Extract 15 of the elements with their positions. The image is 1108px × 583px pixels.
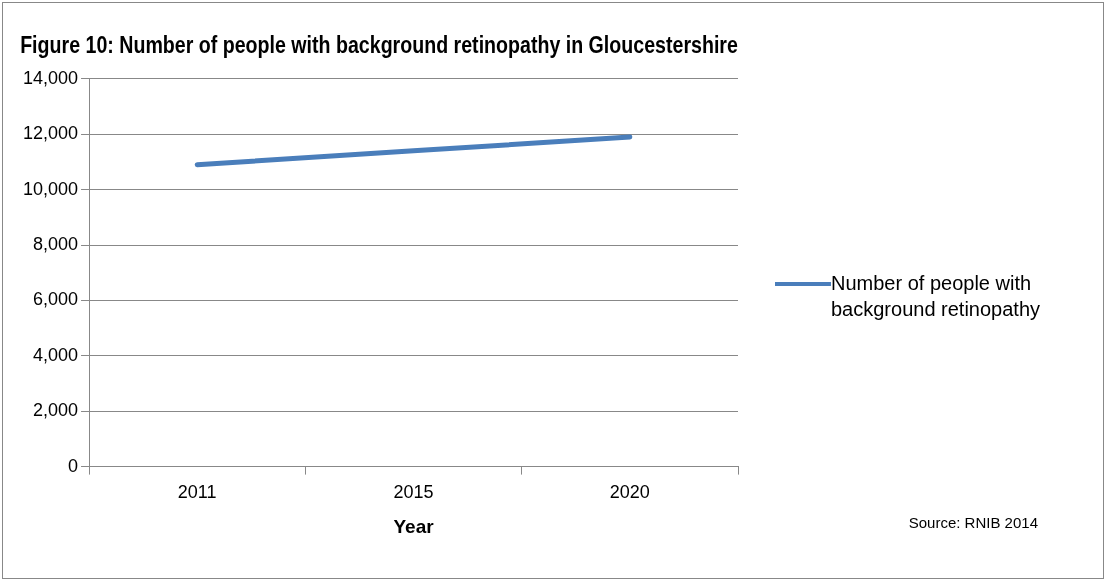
x-tick-label: 2020: [609, 482, 650, 503]
y-tick-label: 12,000: [22, 123, 79, 144]
y-tick-label: 8,000: [33, 233, 79, 254]
x-tick-label: 2015: [393, 482, 434, 503]
y-tick-label: 2,000: [33, 400, 79, 421]
x-tick-label: 2011: [177, 482, 217, 503]
legend-label: Number of people with background retinopathy: [831, 271, 1042, 322]
y-tick-label: 0: [68, 455, 79, 476]
chart-title: Figure 10: Number of people with background retinopathy in Gloucestershire: [20, 31, 738, 59]
y-tick-label: 10,000: [22, 178, 79, 199]
y-tick-label: 4,000: [33, 344, 79, 365]
y-tick-label: 14,000: [22, 67, 79, 88]
source-note: Source: RNIB 2014: [908, 514, 1038, 531]
y-tick-label: 6,000: [33, 289, 79, 310]
x-axis-title: Year: [393, 515, 435, 537]
